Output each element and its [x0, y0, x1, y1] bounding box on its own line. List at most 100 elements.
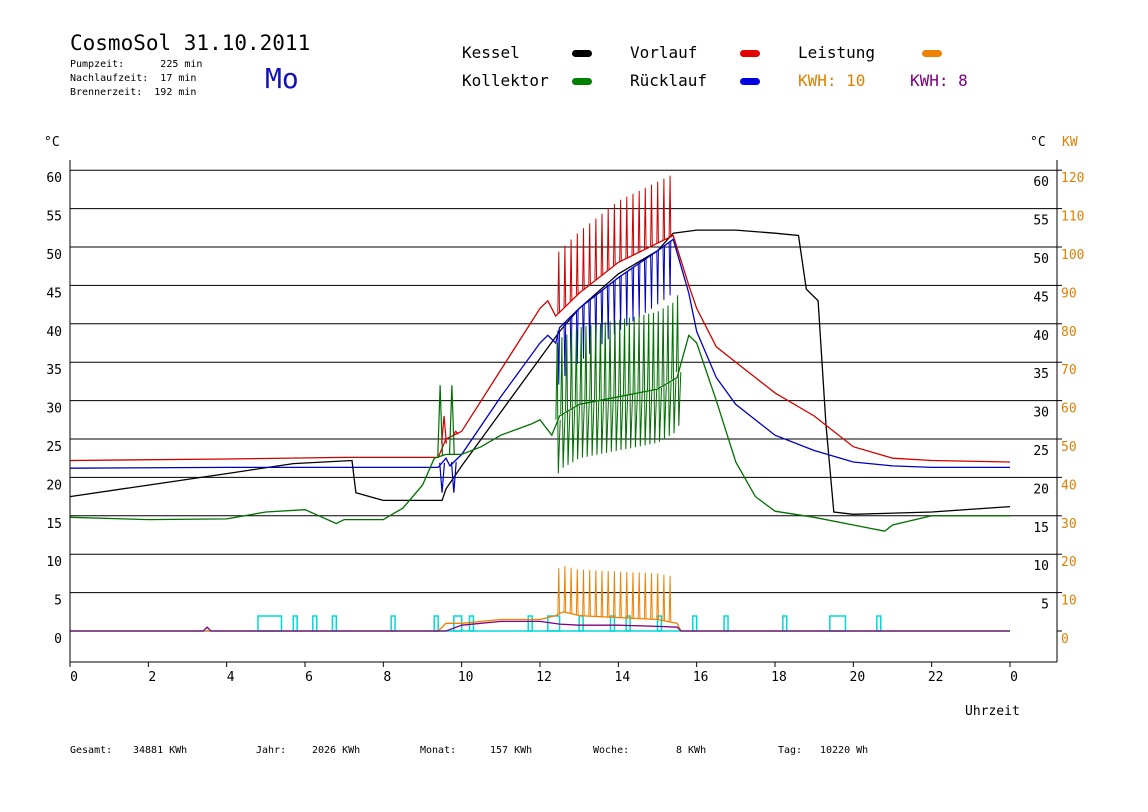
pump-on-interval: [625, 615, 631, 632]
y-right-tick-label-celsius: 10: [1033, 559, 1049, 574]
spike-leistung: [575, 569, 579, 616]
spike-kollektor: [675, 295, 682, 426]
legend-vorlauf-swatch: [740, 50, 760, 57]
spike-leistung: [594, 570, 598, 617]
y-right-tick-label-kw: 90: [1061, 286, 1077, 301]
spike-vorlauf: [588, 223, 591, 285]
legend-kollektor-swatch: [572, 78, 592, 85]
series-group: [69, 175, 1011, 632]
info-brennerzeit: Brennerzeit: 192 min: [70, 87, 196, 98]
spike-kollektor: [565, 334, 571, 465]
y-right-tick-label-celsius: 15: [1033, 521, 1049, 536]
spike-kollektor: [560, 337, 566, 468]
spike-ruecklauf: [619, 276, 622, 330]
series-kessel: [69, 229, 1011, 515]
spike-ruecklauf: [662, 246, 666, 300]
x-axis-title: Uhrzeit: [965, 704, 1020, 719]
legend-kollektor-label: Kollektor: [462, 71, 549, 90]
series-vorlauf: [69, 234, 1011, 463]
spike-leistung: [637, 572, 641, 619]
y-right-tick-label-celsius: 25: [1033, 444, 1049, 459]
y-left-tick-label: 25: [46, 440, 62, 455]
pump-on-interval: [876, 615, 882, 632]
y-left-tick-label: 60: [46, 171, 62, 186]
y-left-tick-label: 50: [46, 248, 62, 263]
pump-on-interval: [656, 615, 663, 632]
spike-ruecklauf: [625, 271, 628, 326]
spike-kollektor: [671, 302, 677, 434]
legend-leistung-swatch: [922, 50, 942, 57]
spike-kollektor: [647, 313, 653, 445]
spike-kollektor: [589, 325, 595, 456]
spike-vorlauf: [662, 178, 666, 241]
spike-ruecklauf: [631, 267, 635, 322]
spike-vorlauf: [656, 181, 659, 244]
y-right-tick-label-kw: 50: [1061, 440, 1077, 455]
spike-leistung: [650, 573, 653, 620]
y-right-tick-label-celsius: 45: [1033, 290, 1049, 305]
footer-gesamt-label: Gesamt:: [70, 745, 112, 756]
pump-on-interval: [527, 615, 533, 632]
spike-ruecklauf: [563, 322, 567, 377]
y-left-tick-label: 20: [46, 478, 62, 493]
pump-on-interval: [331, 615, 338, 632]
spike-leistung: [668, 575, 672, 622]
spike-ruecklauf: [650, 254, 653, 309]
spike-kollektor: [603, 322, 609, 453]
pump-on-interval: [433, 615, 439, 632]
grid-lines: [70, 169, 1057, 594]
legend-kessel-swatch: [572, 50, 592, 57]
spike-vorlauf: [613, 203, 616, 266]
spike-leistung: [656, 573, 659, 620]
spike-kollektor: [656, 311, 662, 442]
spike-vorlauf: [557, 251, 560, 314]
spike-vorlauf: [600, 213, 604, 276]
footer-monat-label: Monat:: [420, 745, 456, 756]
pump-on-interval: [292, 615, 298, 632]
spike-ruecklauf: [557, 330, 560, 385]
pump-on-interval: [312, 615, 318, 632]
spike-kollektor: [637, 315, 643, 447]
y-right-tick-label-kw: 110: [1061, 210, 1084, 225]
spike-leistung: [563, 566, 567, 613]
y-right-tick-label-celsius: 55: [1033, 214, 1049, 229]
morning-spike-ruecklauf: [439, 462, 446, 493]
pump-on-interval: [692, 615, 698, 632]
y-right-tick-label-celsius: 35: [1033, 367, 1049, 382]
spike-vorlauf: [643, 187, 647, 250]
y-left-tick-label: 15: [46, 517, 62, 532]
x-tick-label: 4: [227, 670, 235, 685]
spike-ruecklauf: [588, 300, 591, 355]
y-left-tick-label: 35: [46, 363, 62, 378]
spike-leistung: [569, 567, 573, 614]
spike-kollektor: [594, 324, 600, 455]
x-tick-label: 2: [148, 670, 156, 685]
legend-kwh-total-2: KWH: 8: [910, 71, 968, 90]
legend-kessel-label: Kessel: [462, 43, 520, 62]
y-right-tick-label-celsius: 30: [1033, 406, 1049, 421]
morning-spike-ruecklauf: [450, 461, 457, 493]
y-right-tick-label-kw: 30: [1061, 517, 1077, 532]
spike-kollektor: [574, 328, 580, 460]
x-tick-label: 22: [928, 670, 944, 685]
y-right-tick-label-kw: 120: [1061, 171, 1084, 186]
pump-on-interval: [829, 615, 847, 632]
spike-leistung: [582, 569, 585, 616]
pump-on-interval: [782, 615, 788, 632]
series-kollektor: [69, 334, 1010, 532]
pump-on-interval: [578, 615, 584, 632]
y-right-tick-label-kw: 40: [1061, 478, 1077, 493]
y-left-tick-label: 10: [46, 555, 62, 570]
spike-vorlauf: [668, 175, 672, 238]
spike-kollektor: [613, 320, 619, 452]
y-left-tick-label: 40: [46, 325, 62, 340]
footer-jahr-value: 2026 KWh: [312, 745, 360, 756]
info-nachlaufzeit: Nachlaufzeit: 17 min: [70, 73, 196, 84]
series-ruecklauf: [69, 238, 1010, 469]
spike-vorlauf: [563, 245, 567, 308]
spike-leistung: [606, 570, 610, 618]
spike-ruecklauf: [668, 241, 672, 296]
x-tick-label: 16: [693, 670, 709, 685]
weekday-label: Mo: [265, 62, 299, 95]
